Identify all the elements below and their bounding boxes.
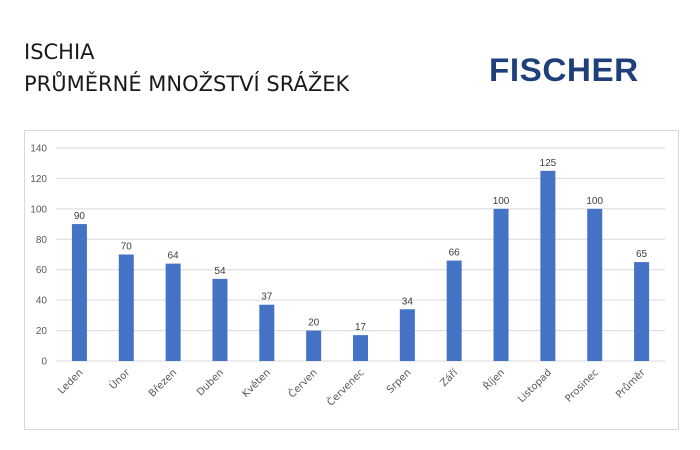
data-label: 90	[74, 211, 86, 222]
title-block: ISCHIA PRŮMĚRNÉ MNOŽSTVÍ SRÁŽEK	[24, 36, 349, 100]
data-label: 17	[355, 322, 367, 333]
bar	[587, 208, 603, 361]
bar	[399, 309, 415, 361]
bar	[306, 330, 322, 361]
category-label: Říjen	[480, 366, 507, 393]
bar	[353, 335, 368, 361]
y-tick-label: 40	[36, 296, 48, 307]
category-label: Červen	[285, 366, 319, 400]
category-label: Duben	[195, 367, 226, 398]
y-tick-label: 0	[41, 357, 47, 368]
category-label: Květen	[240, 367, 273, 400]
bar	[540, 170, 556, 361]
category-label: Prosinec	[563, 367, 600, 404]
bar	[71, 224, 87, 361]
bar	[634, 262, 650, 361]
category-label: Březen	[146, 367, 179, 400]
data-label: 37	[261, 292, 273, 303]
category-label: Září	[438, 366, 461, 389]
fischer-logo: FISCHER	[489, 52, 639, 88]
y-tick-label: 120	[30, 174, 47, 185]
data-label: 20	[308, 318, 320, 329]
page-title-location: ISCHIA	[24, 40, 95, 64]
data-label: 70	[121, 242, 133, 253]
bar	[259, 304, 275, 361]
category-label: Listopad	[516, 367, 554, 405]
data-label: 54	[214, 266, 226, 277]
page-title-subject: PRŮMĚRNÉ MNOŽSTVÍ SRÁŽEK	[24, 72, 350, 96]
category-label: Únor	[106, 365, 133, 392]
bar	[446, 260, 462, 361]
data-label: 34	[402, 296, 414, 307]
y-tick-label: 20	[36, 326, 48, 337]
data-label: 125	[540, 158, 557, 169]
y-tick-label: 140	[30, 144, 47, 155]
bar	[493, 208, 509, 361]
data-label: 64	[168, 251, 180, 262]
bar	[118, 254, 134, 361]
category-label: Červenec	[324, 366, 367, 409]
category-label: Srpen	[385, 367, 413, 395]
y-tick-label: 100	[30, 204, 47, 215]
category-label: Průměr	[614, 366, 649, 401]
data-label: 66	[449, 248, 461, 259]
chart-frame	[24, 130, 679, 430]
bar	[212, 278, 228, 361]
data-label: 100	[493, 196, 510, 207]
y-tick-label: 80	[36, 235, 48, 246]
data-label: 65	[636, 249, 648, 260]
data-label: 100	[586, 196, 603, 207]
category-label: Leden	[56, 367, 85, 396]
bar	[165, 263, 181, 361]
y-tick-label: 60	[36, 265, 48, 276]
